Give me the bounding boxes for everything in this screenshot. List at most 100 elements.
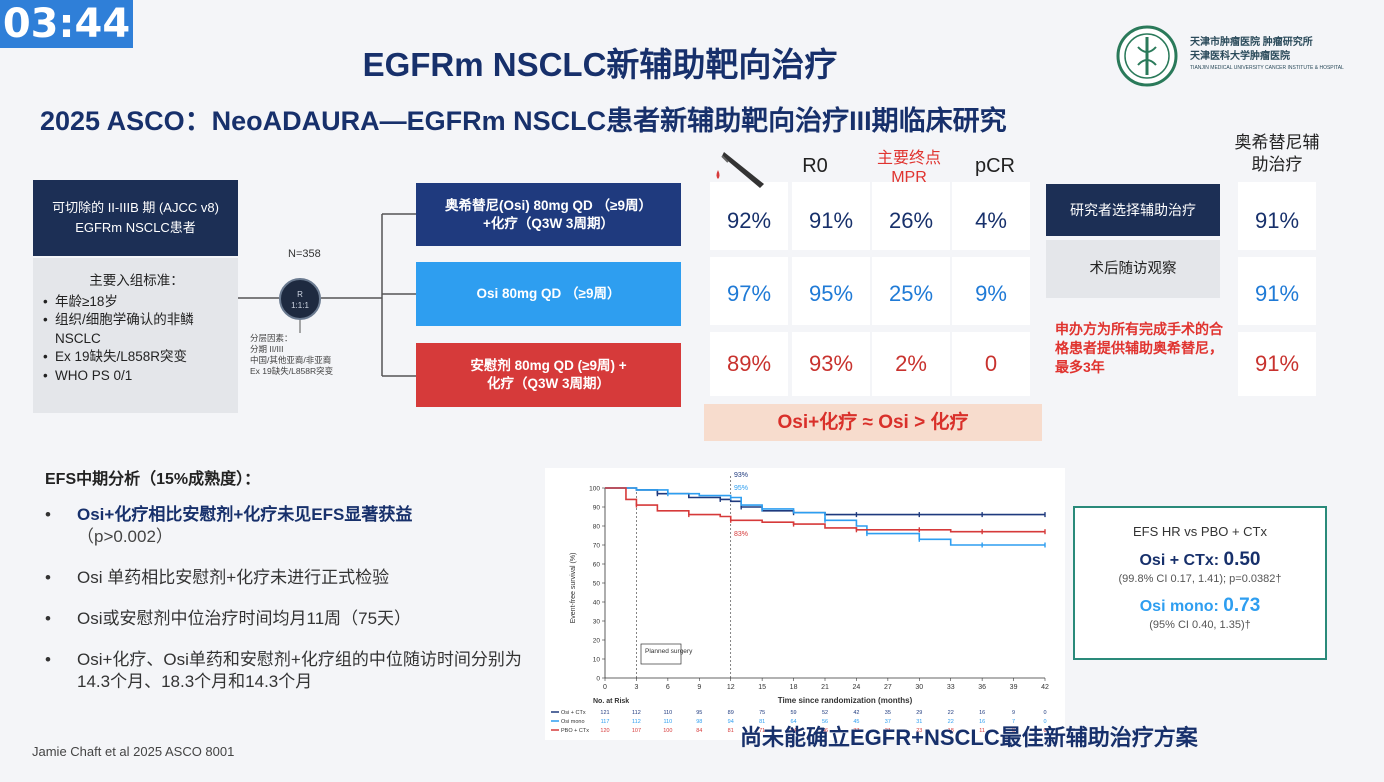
row1-pcr: 4% [975,208,1007,233]
km-risk-value: 37 [885,719,891,725]
hospital-name: 天津市肿瘤医院 肿瘤研究所 天津医科大学肿瘤医院 TIANJIN MEDICAL… [1190,37,1344,71]
hr-box: EFS HR vs PBO + CTx Osi + CTx: 0.50 (99.… [1073,506,1327,660]
km-ytick-label: 50 [593,581,601,588]
km-ytick-label: 90 [593,505,601,512]
row1-r0: 91% [808,208,854,233]
km-risk-value: 35 [885,710,891,716]
investigator-choice-box: 研究者选择辅助治疗 [1046,184,1220,236]
km-risk-value: 18 [948,728,954,734]
row3-mpr: 2% [895,351,927,376]
km-ytick-label: 60 [593,562,601,569]
eligibility-box: 可切除的 II-IIIB 期 (AJCC v8) EGFRm NSCLC患者 [33,180,238,256]
km-risk-name: Osi mono [561,719,585,725]
km-risk-value: 81 [728,728,734,734]
km-risk-value: 11 [979,728,985,734]
km-risk-value: 107 [632,728,641,734]
km-risk-value: 22 [948,719,954,725]
km-risk-value: 75 [759,710,765,716]
km-risk-value: 71 [759,728,765,734]
conclusion-banner: Osi+化疗 ≈ Osi > 化疗 [704,404,1042,441]
km-risk-value: 95 [696,710,702,716]
km-risk-value: 94 [728,719,734,725]
km-risk-value: 112 [632,710,641,716]
km-risk-value: 81 [759,719,765,725]
row3-surgery: 89% [726,351,772,376]
header-mpr: 主要终点 MPR [876,150,941,186]
arm-osi-mono: Osi 80mg QD （≥9周） [416,262,681,326]
km-risk-value: 45 [853,719,859,725]
km-xtick-label: 6 [666,684,670,691]
km-risk-value: 0 [1043,710,1046,716]
km-risk-value: 54 [791,728,797,734]
km-xtick-label: 21 [821,684,829,691]
km-risk-value: 31 [916,719,922,725]
row3-adjuvant: 91% [1254,351,1300,376]
km-xtick-label: 0 [603,684,607,691]
km-xtick-label: 30 [915,684,923,691]
km-xtick-label: 39 [1010,684,1018,691]
km-risk-value: 117 [601,719,610,725]
arm-placebo-chemo: 安慰剂 80mg QD (≥9周) + 化疗（Q3W 3周期） [416,343,681,407]
km-risk-value: 110 [663,710,672,716]
header-r0: R0 [802,155,828,177]
timer: 03:44 [0,0,133,48]
km-ann-83: 83% [734,531,748,538]
scalpel-icon [716,152,764,188]
km-xtick-label: 27 [884,684,892,691]
km-ytick-label: 40 [593,600,601,607]
row3-pcr: 0 [984,351,998,376]
km-risk-value: 9 [1012,710,1015,716]
km-ytick-label: 80 [593,524,601,531]
km-risk-value: 0 [1043,728,1046,734]
row1-mpr: 26% [888,208,934,233]
km-xlabel: Time since randomization (months) [778,696,913,705]
km-risk-value: 0 [1043,719,1046,725]
km-xtick-label: 3 [634,684,638,691]
km-risk-value: 59 [791,710,797,716]
km-ytick-label: 30 [593,619,601,626]
row2-pcr: 9% [975,281,1007,306]
km-risk-value: 42 [853,710,859,716]
page-subtitle: 2025 ASCO：NeoADAURA—EGFRm NSCLC患者新辅助靶向治疗… [40,106,1007,136]
km-ylabel: Event-free survival (%) [570,553,577,624]
km-risk-value: 22 [948,710,954,716]
km-risk-value: 46 [822,728,828,734]
km-xtick-label: 33 [947,684,955,691]
km-risk-value: 16 [979,710,985,716]
km-xtick-label: 9 [697,684,701,691]
km-ann-95: 95% [734,485,748,492]
km-risk-value: 6 [1012,728,1015,734]
km-risk-value: 89 [728,710,734,716]
row2-mpr: 25% [888,281,934,306]
row2-r0: 95% [808,281,854,306]
km-risk-value: 29 [916,710,922,716]
km-xtick-label: 24 [853,684,861,691]
km-risk-value: 37 [853,728,859,734]
km-ytick-label: 0 [596,676,600,683]
km-xtick-label: 36 [978,684,986,691]
km-risk-value: 98 [696,719,702,725]
km-planned-surgery: Planned surgery [645,648,693,655]
km-xtick-label: 18 [790,684,798,691]
km-risk-value: 16 [979,719,985,725]
km-xtick-label: 12 [727,684,735,691]
km-risk-value: 120 [600,728,609,734]
row1-surgery: 92% [726,208,772,233]
km-risk-value: 100 [663,728,672,734]
km-risk-value: 23 [916,728,922,734]
km-series-line [605,487,1045,546]
km-series-line [605,487,1045,533]
sponsor-note: 申办方为所有完成手术的合格患者提供辅助奥希替尼，最多3年 [1055,321,1223,375]
km-chart: 0 3 6 9 12 15 18 21 24 27 30 33 36 39 4201020304050607… [545,468,1065,740]
km-risk-title: No. at Risk [593,698,629,705]
citation: Jamie Chaft et al 2025 ASCO 8001 [32,744,235,759]
km-ytick-label: 20 [593,638,601,645]
criteria-box: 主要入组标准： • 年龄≥18岁 • 组织/细胞学确认的非鳞NSCLC • Ex 19… [33,258,238,413]
km-risk-value: 121 [600,710,609,716]
km-xtick-label: 42 [1041,684,1049,691]
km-risk-value: 52 [822,710,828,716]
km-risk-name: PBO + CTx [561,728,589,734]
km-ytick-label: 10 [593,657,601,664]
row1-adjuvant: 91% [1254,208,1300,233]
